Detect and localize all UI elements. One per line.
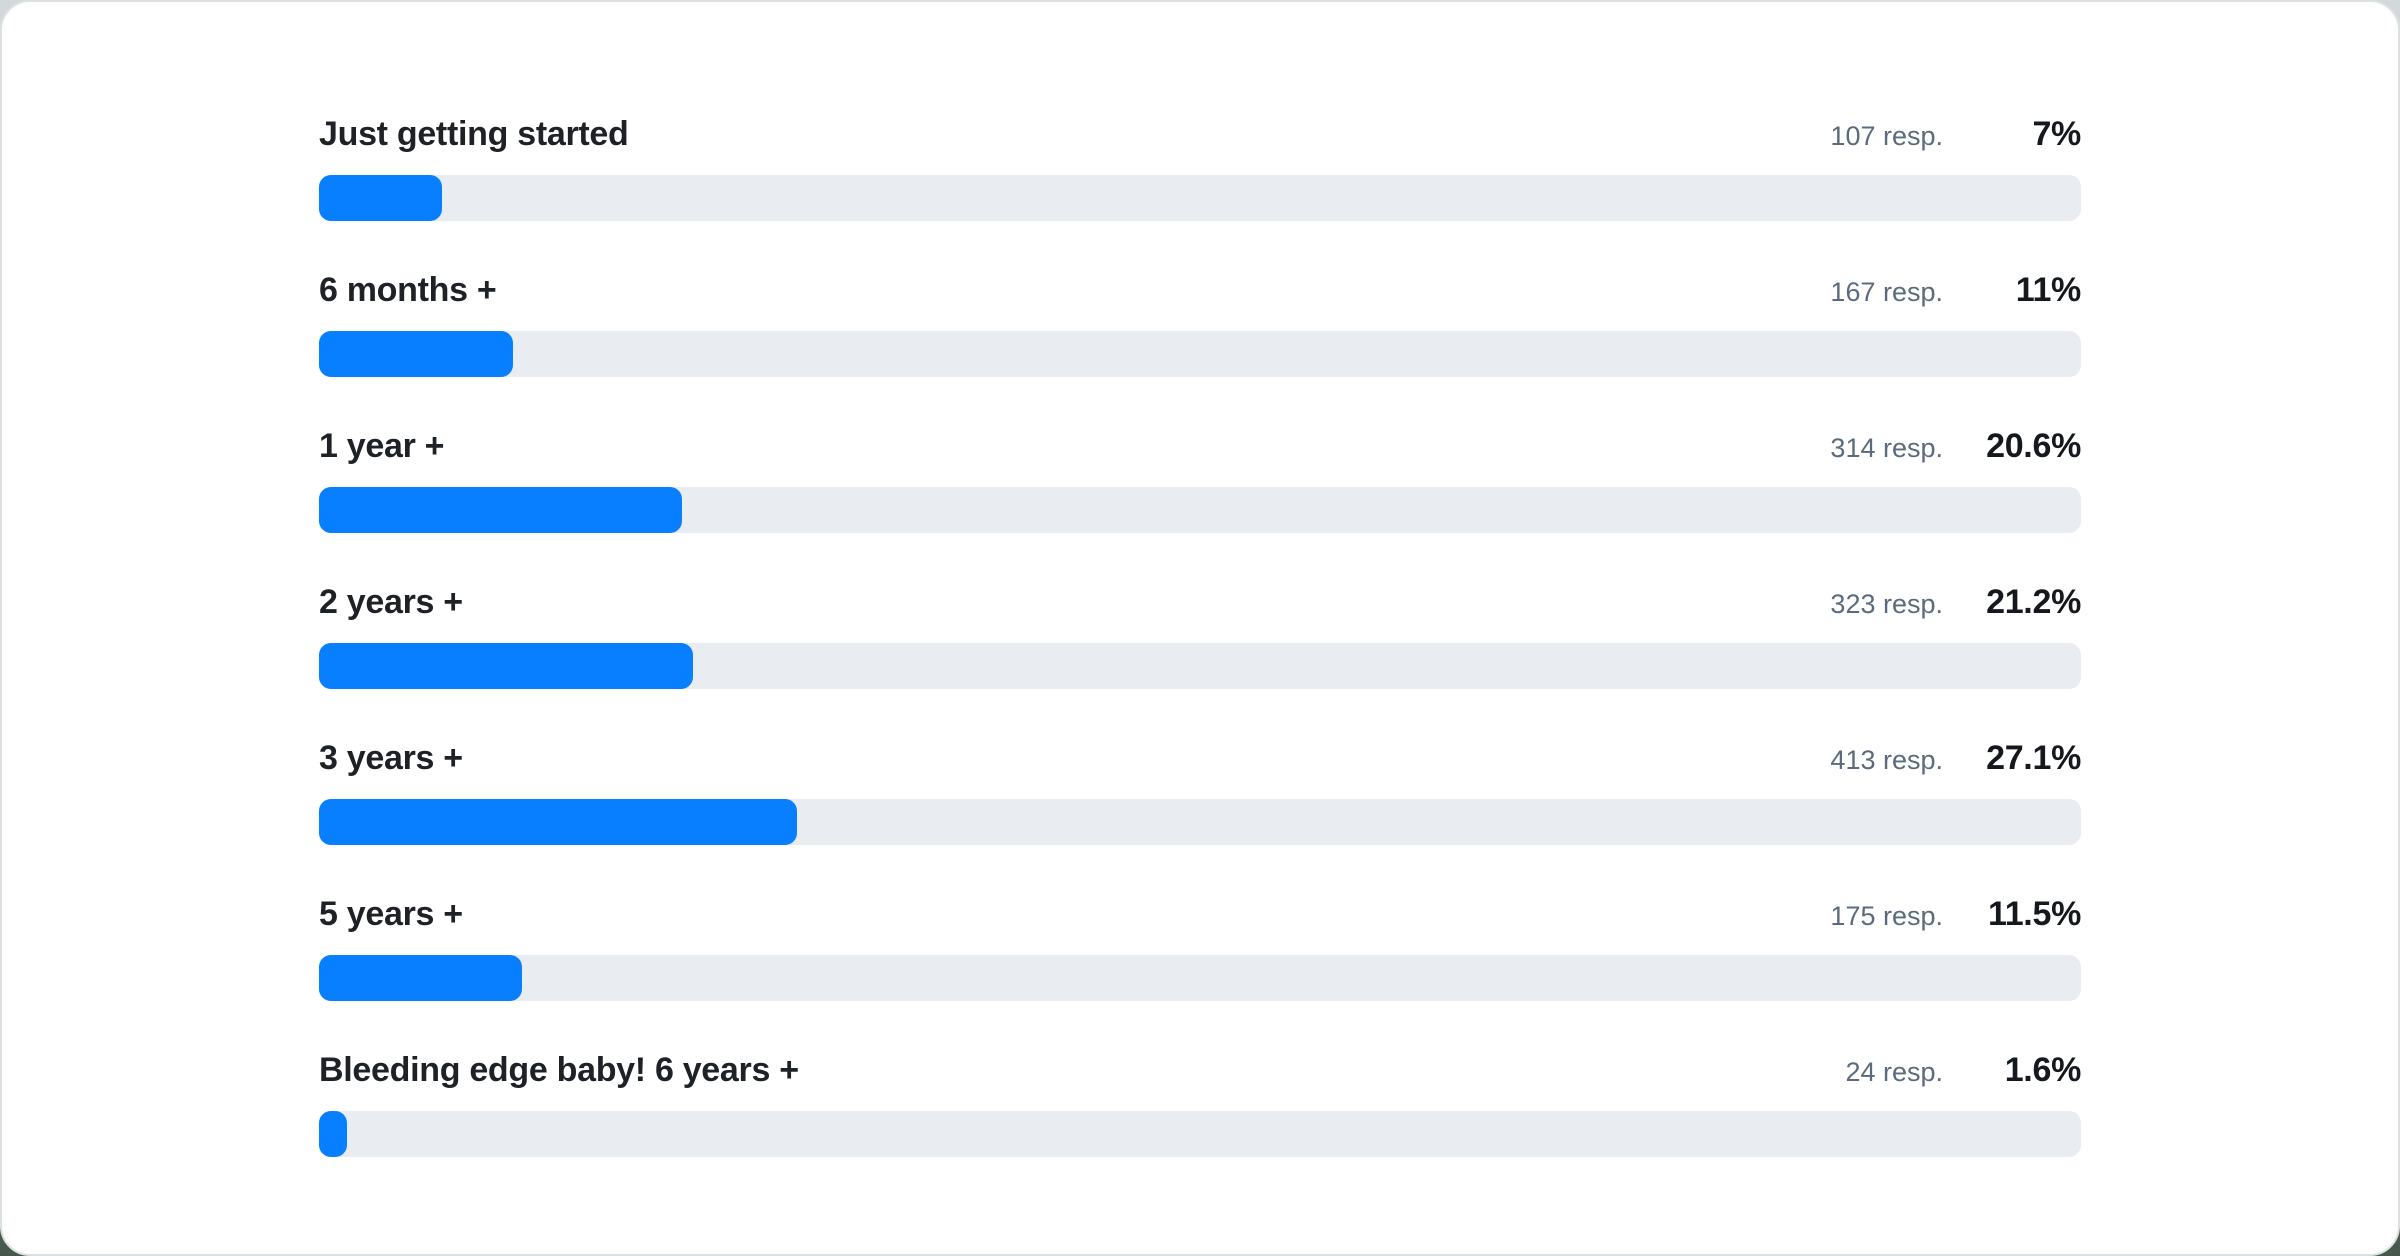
poll-option-row: 3 years + 413 resp. 27.1% — [319, 736, 2081, 845]
percentage-value: 20.6% — [1986, 427, 2081, 465]
percentage-value: 11% — [2015, 271, 2082, 309]
percentage-value: 21.2% — [1986, 583, 2081, 621]
response-count: 107 resp. — [1830, 121, 1943, 151]
poll-option-row: 1 year + 314 resp. 20.6% — [319, 424, 2081, 533]
option-label: Just getting started — [319, 115, 629, 153]
option-label: 2 years + — [319, 583, 463, 621]
bar-track — [319, 955, 2081, 1001]
percentage-value: 7% — [2032, 115, 2081, 153]
response-count: 323 resp. — [1830, 589, 1943, 619]
poll-option-row: 6 months + 167 resp. 11% — [319, 268, 2081, 377]
percentage-value: 27.1% — [1986, 739, 2081, 777]
bar-fill — [319, 955, 522, 1001]
response-count: 24 resp. — [1845, 1057, 1943, 1087]
bar-track — [319, 1111, 2081, 1157]
percentage-value: 1.6% — [2004, 1051, 2082, 1089]
option-label: 6 months + — [319, 271, 497, 309]
bar-fill — [319, 799, 797, 845]
response-count: 175 resp. — [1830, 901, 1943, 931]
poll-option-row: 2 years + 323 resp. 21.2% — [319, 580, 2081, 689]
bar-track — [319, 331, 2081, 377]
response-count: 413 resp. — [1830, 745, 1943, 775]
bar-fill — [319, 331, 513, 377]
option-label: Bleeding edge baby! 6 years + — [319, 1051, 799, 1089]
response-count: 167 resp. — [1830, 277, 1943, 307]
bar-track — [319, 643, 2081, 689]
bar-fill — [319, 175, 443, 221]
option-label: 3 years + — [319, 739, 463, 777]
bar-fill — [319, 487, 682, 533]
option-label: 1 year + — [319, 427, 445, 465]
bar-fill — [319, 643, 693, 689]
poll-results-list: Just getting started 107 resp. 7% 6 mont… — [2, 2, 2398, 1157]
percentage-value: 11.5% — [1987, 895, 2081, 933]
poll-option-row: Just getting started 107 resp. 7% — [319, 112, 2081, 221]
bar-fill — [319, 1111, 348, 1157]
poll-option-row: Bleeding edge baby! 6 years + 24 resp. 1… — [319, 1048, 2081, 1157]
bar-track — [319, 175, 2081, 221]
bar-track — [319, 487, 2081, 533]
response-count: 314 resp. — [1830, 433, 1943, 463]
poll-option-row: 5 years + 175 resp. 11.5% — [319, 892, 2081, 1001]
bar-track — [319, 799, 2081, 845]
option-label: 5 years + — [319, 895, 463, 933]
